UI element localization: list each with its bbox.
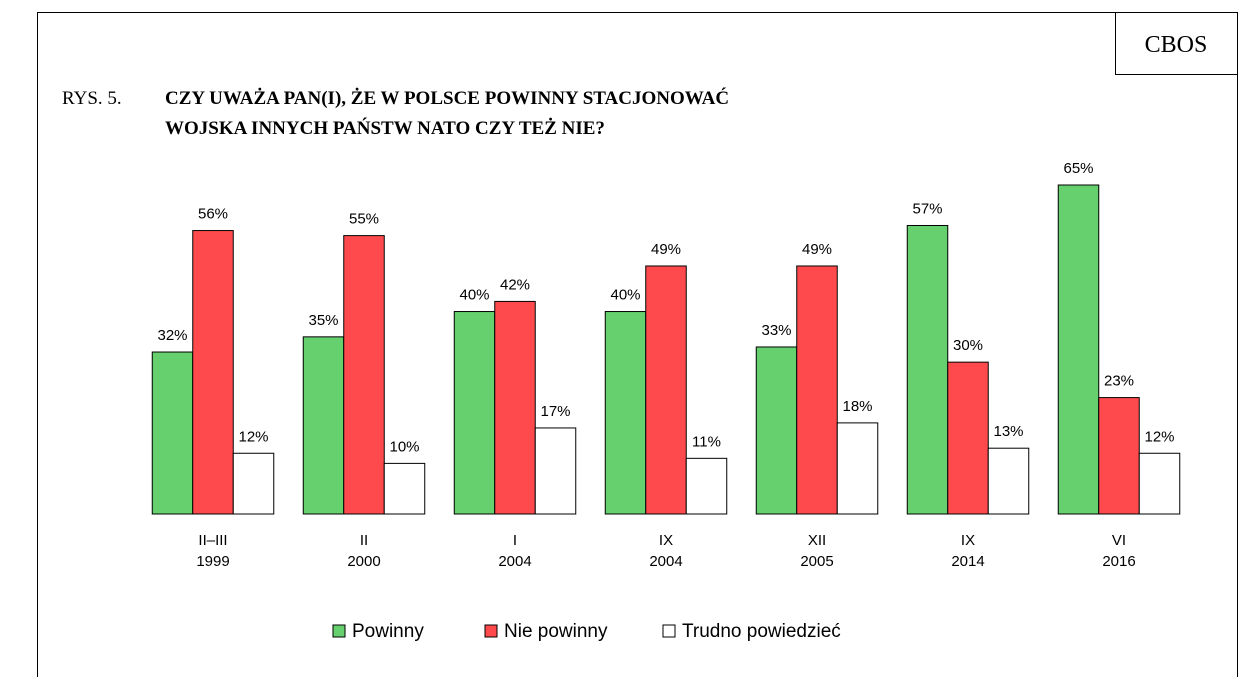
x-tick-label: 2004 [498, 553, 531, 570]
x-tick-label: IX [659, 532, 673, 549]
bar [796, 265, 838, 515]
bar [1057, 184, 1100, 515]
data-label: 57% [912, 200, 942, 217]
bar [1098, 397, 1140, 515]
x-tick-label: 2016 [1102, 553, 1135, 570]
x-tick-label: I [513, 532, 517, 549]
data-label: 18% [842, 398, 872, 415]
legend-swatch [484, 624, 498, 638]
data-label: 49% [802, 241, 832, 258]
data-label: 42% [500, 276, 530, 293]
bar [645, 265, 687, 515]
data-label: 56% [198, 206, 228, 223]
source: CBOS [1145, 32, 1208, 58]
bar [534, 427, 577, 515]
bar [906, 224, 949, 515]
data-label: 13% [993, 423, 1023, 440]
figure-label: RYS. 5. [62, 88, 122, 109]
chart-title: WOJSKA INNYCH PAŃSTW NATO CZY TEŻ NIE? [165, 117, 605, 139]
data-label: 33% [761, 322, 791, 339]
bar [232, 452, 275, 515]
data-label: 40% [610, 287, 640, 304]
x-tick-label: 2005 [800, 553, 833, 570]
x-tick-label: 1999 [196, 553, 229, 570]
x-tick-label: 2000 [347, 553, 380, 570]
data-label: 40% [459, 287, 489, 304]
x-tick-label: VI [1112, 532, 1126, 549]
bar [151, 351, 194, 515]
bar [947, 361, 989, 515]
x-tick-label: XII [808, 532, 826, 549]
data-label: 12% [1144, 428, 1174, 445]
data-label: 32% [157, 327, 187, 344]
data-label: 12% [238, 428, 268, 445]
legend-label: Trudno powiedzieć [682, 621, 841, 642]
data-label: 23% [1104, 373, 1134, 390]
data-label: 11% [692, 433, 721, 450]
x-tick-label: II [360, 532, 368, 549]
x-tick-label: 2014 [951, 553, 984, 570]
bar [383, 462, 426, 515]
source-box [1115, 12, 1238, 75]
chart-title: CZY UWAŻA PAN(I), ŻE W POLSCE POWINNY ST… [165, 87, 729, 109]
x-tick-label: II–III [198, 532, 227, 549]
bar [192, 230, 234, 515]
data-label: 49% [651, 241, 681, 258]
bar [494, 300, 536, 515]
legend-swatch [332, 624, 346, 638]
bar [604, 311, 647, 515]
data-label: 65% [1063, 160, 1093, 177]
data-label: 17% [540, 403, 570, 420]
bar [685, 457, 728, 515]
legend-label: Nie powinny [504, 621, 608, 642]
legend-label: Powinny [352, 621, 424, 642]
x-tick-label: IX [961, 532, 975, 549]
bar [836, 422, 879, 515]
bar [453, 311, 496, 515]
bar [343, 235, 385, 515]
data-label: 10% [389, 438, 419, 455]
bar [987, 447, 1030, 515]
data-label: 30% [953, 337, 983, 354]
data-label: 35% [308, 312, 338, 329]
bar [1138, 452, 1181, 515]
legend-swatch [662, 624, 676, 638]
bar [755, 346, 798, 515]
bar [302, 336, 345, 515]
data-label: 55% [349, 211, 379, 228]
x-tick-label: 2004 [649, 553, 682, 570]
